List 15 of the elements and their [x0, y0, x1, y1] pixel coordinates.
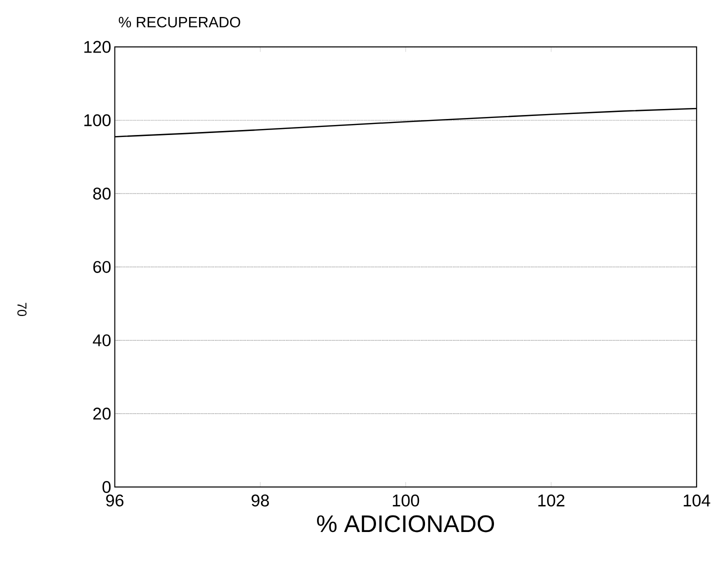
x-axis-title: % ADICIONADO — [317, 515, 494, 532]
y-axis-title: % RECUPERADO — [118, 16, 240, 28]
x-tick-label: 98 — [252, 494, 269, 507]
x-tick-label: 102 — [538, 494, 564, 507]
y-tick-label: 0 — [102, 481, 111, 494]
y-tick-label: 100 — [84, 114, 111, 126]
x-tick-label: 96 — [106, 494, 124, 507]
y-tick-label: 20 — [93, 408, 111, 420]
text: 70 — [17, 302, 27, 316]
y-tick-label: 120 — [84, 41, 111, 53]
x-tick-label: 104 — [684, 494, 710, 507]
y-tick-label: 60 — [93, 261, 111, 274]
y-tick-label: 80 — [93, 188, 111, 200]
x-tick-label: 100 — [392, 494, 420, 507]
y-tick-label: 40 — [92, 334, 111, 346]
